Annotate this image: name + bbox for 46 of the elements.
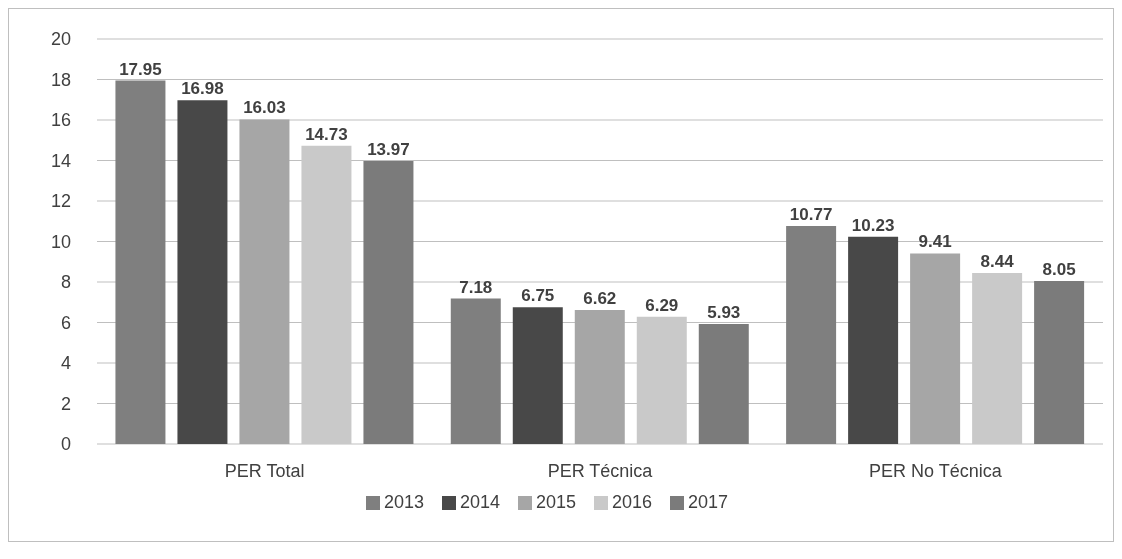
data-label: 9.41 xyxy=(918,232,952,252)
y-tick-label: 14 xyxy=(50,150,71,171)
y-tick-label: 16 xyxy=(50,110,71,131)
data-label: 5.93 xyxy=(707,302,741,322)
bar xyxy=(115,80,166,444)
bar xyxy=(363,161,414,444)
y-tick-label: 0 xyxy=(60,434,71,455)
data-label: 16.98 xyxy=(181,79,224,99)
y-tick-label: 20 xyxy=(50,29,71,50)
data-label: 6.62 xyxy=(583,288,617,308)
data-label: 14.73 xyxy=(305,124,348,144)
y-tick-label: 6 xyxy=(60,312,71,333)
bar xyxy=(910,253,961,444)
bar xyxy=(848,236,899,444)
bar xyxy=(177,100,228,444)
y-tick-label: 18 xyxy=(50,69,71,90)
data-label: 13.97 xyxy=(367,140,410,160)
x-tick-label: PER Total xyxy=(224,460,305,481)
y-tick-label: 4 xyxy=(60,353,71,374)
bar xyxy=(512,307,563,444)
legend-label: 2017 xyxy=(688,492,729,512)
y-tick-label: 8 xyxy=(60,272,71,293)
data-label: 8.05 xyxy=(1042,259,1076,279)
legend-label: 2013 xyxy=(383,492,424,512)
legend-label: 2015 xyxy=(535,492,577,512)
bar xyxy=(786,225,837,444)
x-tick-label: PER No Técnica xyxy=(868,460,1003,481)
bar xyxy=(1034,280,1085,444)
bar xyxy=(574,309,625,444)
data-label: 10.77 xyxy=(789,204,833,224)
data-label: 8.44 xyxy=(980,252,1015,272)
data-label: 6.29 xyxy=(645,295,679,315)
legend-label: 2016 xyxy=(612,492,653,512)
data-label: 16.03 xyxy=(243,98,286,118)
data-label: 6.75 xyxy=(521,286,555,306)
bar xyxy=(239,119,290,444)
y-tick-label: 2 xyxy=(60,393,71,414)
bar xyxy=(450,298,501,444)
data-label: 10.23 xyxy=(851,215,895,235)
y-tick-label: 12 xyxy=(50,191,71,212)
data-label: 17.95 xyxy=(119,59,162,79)
data-label: 7.18 xyxy=(459,277,493,297)
bar xyxy=(698,323,749,444)
y-tick-label: 10 xyxy=(50,231,71,252)
x-tick-label: PER Técnica xyxy=(547,460,654,481)
legend-label: 2014 xyxy=(459,492,500,512)
